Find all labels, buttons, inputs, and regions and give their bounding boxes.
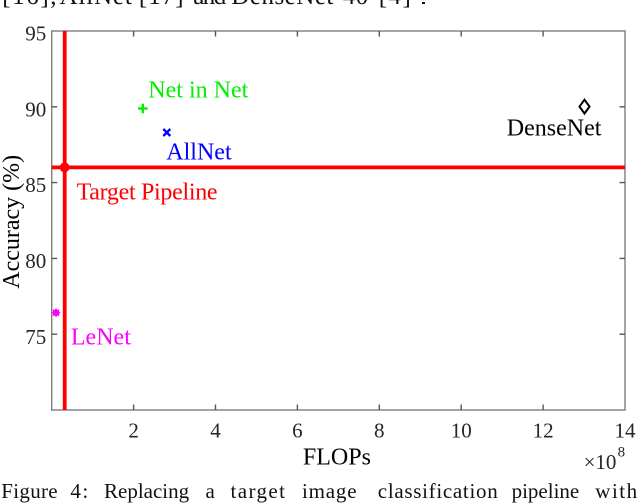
svg-text:90: 90 — [25, 97, 46, 121]
svg-text:75: 75 — [25, 325, 46, 349]
svg-text:8: 8 — [618, 444, 626, 460]
svg-text:6: 6 — [292, 419, 303, 443]
svg-text:14: 14 — [615, 419, 637, 443]
svg-text:85: 85 — [25, 173, 46, 197]
svg-text:80: 80 — [25, 249, 46, 273]
svg-text:Net in Net: Net in Net — [148, 77, 248, 103]
svg-text:AllNet: AllNet — [166, 140, 232, 166]
svg-text:FLOPs: FLOPs — [303, 445, 371, 471]
svg-text:12: 12 — [533, 419, 554, 443]
svg-text:Target Pipeline: Target Pipeline — [77, 180, 218, 206]
svg-text:LeNet: LeNet — [71, 325, 131, 351]
svg-text:10: 10 — [451, 419, 472, 443]
svg-text:×10: ×10 — [584, 450, 617, 474]
svg-text:2: 2 — [128, 419, 139, 443]
svg-text:DenseNet: DenseNet — [507, 115, 602, 141]
svg-text:8: 8 — [374, 419, 385, 443]
svg-text:Accuracy (%): Accuracy (%) — [0, 155, 25, 289]
svg-text:4: 4 — [210, 419, 221, 443]
svg-text:95: 95 — [25, 22, 46, 46]
